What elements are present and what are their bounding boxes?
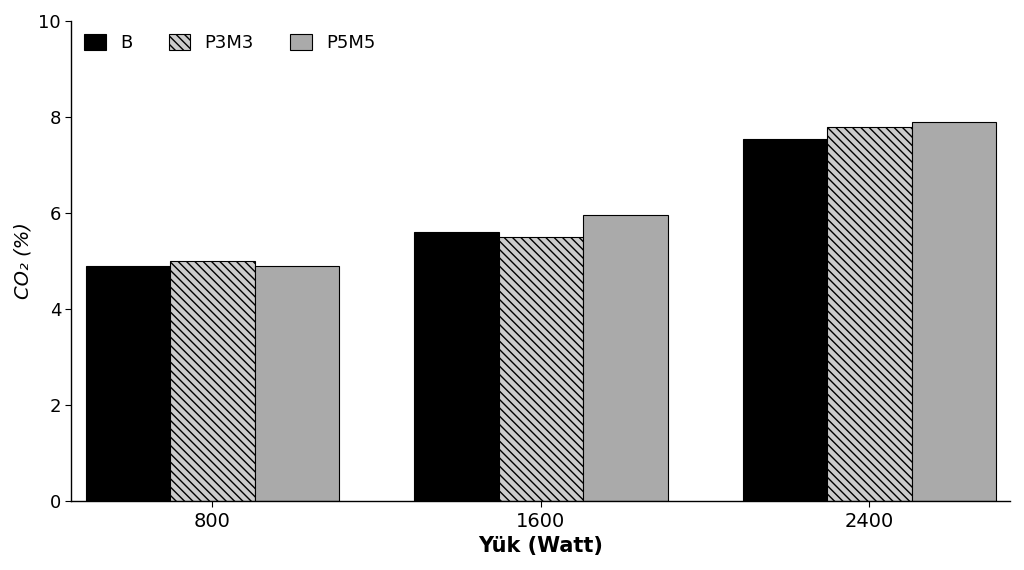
Bar — [414, 232, 499, 501]
Bar — [827, 127, 911, 501]
X-axis label: Yük (Watt): Yük (Watt) — [478, 536, 603, 556]
Y-axis label: CO₂ (%): CO₂ (%) — [14, 222, 33, 299]
Bar — [255, 266, 339, 501]
Bar — [583, 215, 668, 501]
Legend: B, P3M3, P5M5: B, P3M3, P5M5 — [77, 26, 383, 59]
Bar — [911, 122, 996, 501]
Bar — [170, 261, 255, 501]
Bar — [86, 266, 170, 501]
Bar — [742, 139, 827, 501]
Bar — [499, 237, 583, 501]
